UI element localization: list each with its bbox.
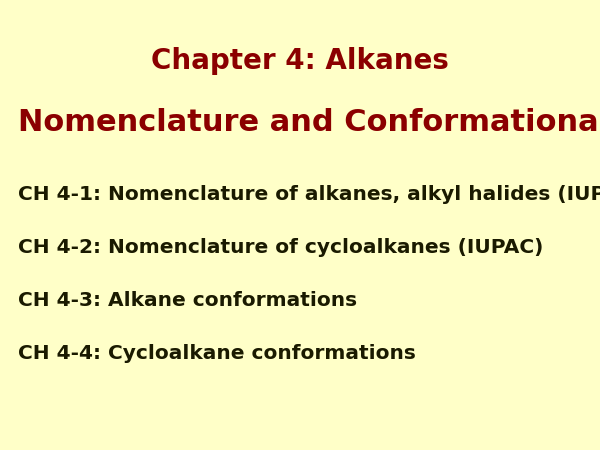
Text: Chapter 4: Alkanes: Chapter 4: Alkanes: [151, 47, 449, 75]
Text: CH 4-1: Nomenclature of alkanes, alkyl halides (IUPAC): CH 4-1: Nomenclature of alkanes, alkyl h…: [18, 184, 600, 203]
Text: CH 4-3: Alkane conformations: CH 4-3: Alkane conformations: [18, 291, 357, 310]
Text: CH 4-4: Cycloalkane conformations: CH 4-4: Cycloalkane conformations: [18, 344, 416, 363]
Text: Nomenclature and Conformational Analysis: Nomenclature and Conformational Analysis: [18, 108, 600, 137]
Text: CH 4-2: Nomenclature of cycloalkanes (IUPAC): CH 4-2: Nomenclature of cycloalkanes (IU…: [18, 238, 544, 256]
